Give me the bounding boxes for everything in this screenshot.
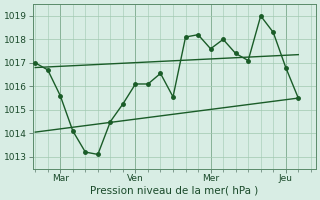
X-axis label: Pression niveau de la mer( hPa ): Pression niveau de la mer( hPa ) [90,186,259,196]
